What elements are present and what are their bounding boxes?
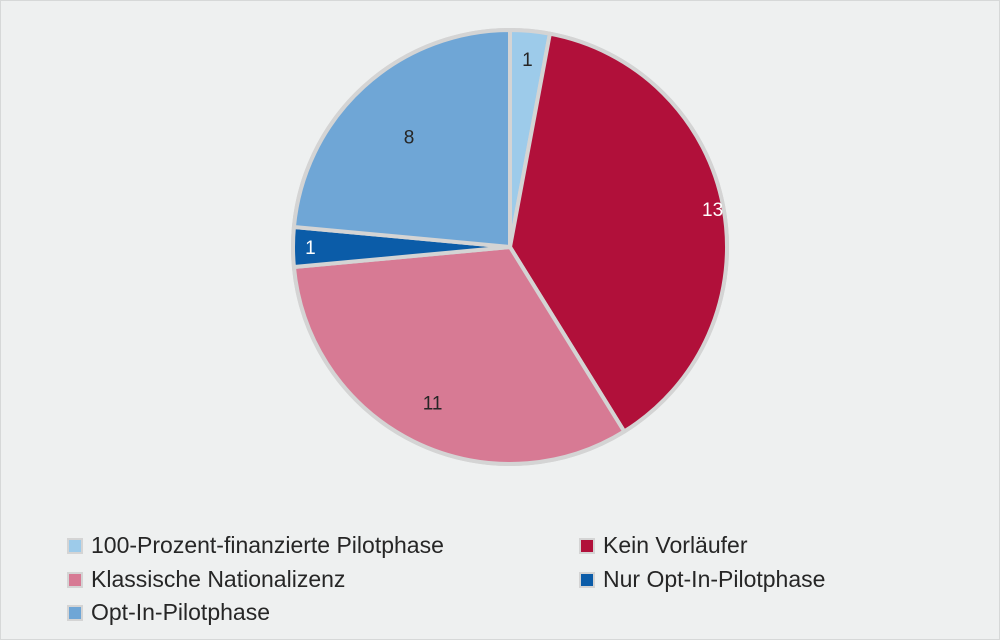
data-label-100-prozent-finanzierte-pilotphase: 1	[522, 50, 533, 71]
data-label-nur-opt-in-pilotphase: 1	[305, 238, 316, 259]
pie-slice-klassische-nationalizenz	[291, 245, 627, 466]
data-label-kein-vorl-ufer: 13	[702, 200, 723, 221]
data-label-opt-in-pilotphase: 8	[404, 127, 415, 148]
pie-slice-opt-in-pilotphase	[291, 28, 512, 249]
data-label-klassische-nationalizenz: 11	[423, 393, 443, 414]
